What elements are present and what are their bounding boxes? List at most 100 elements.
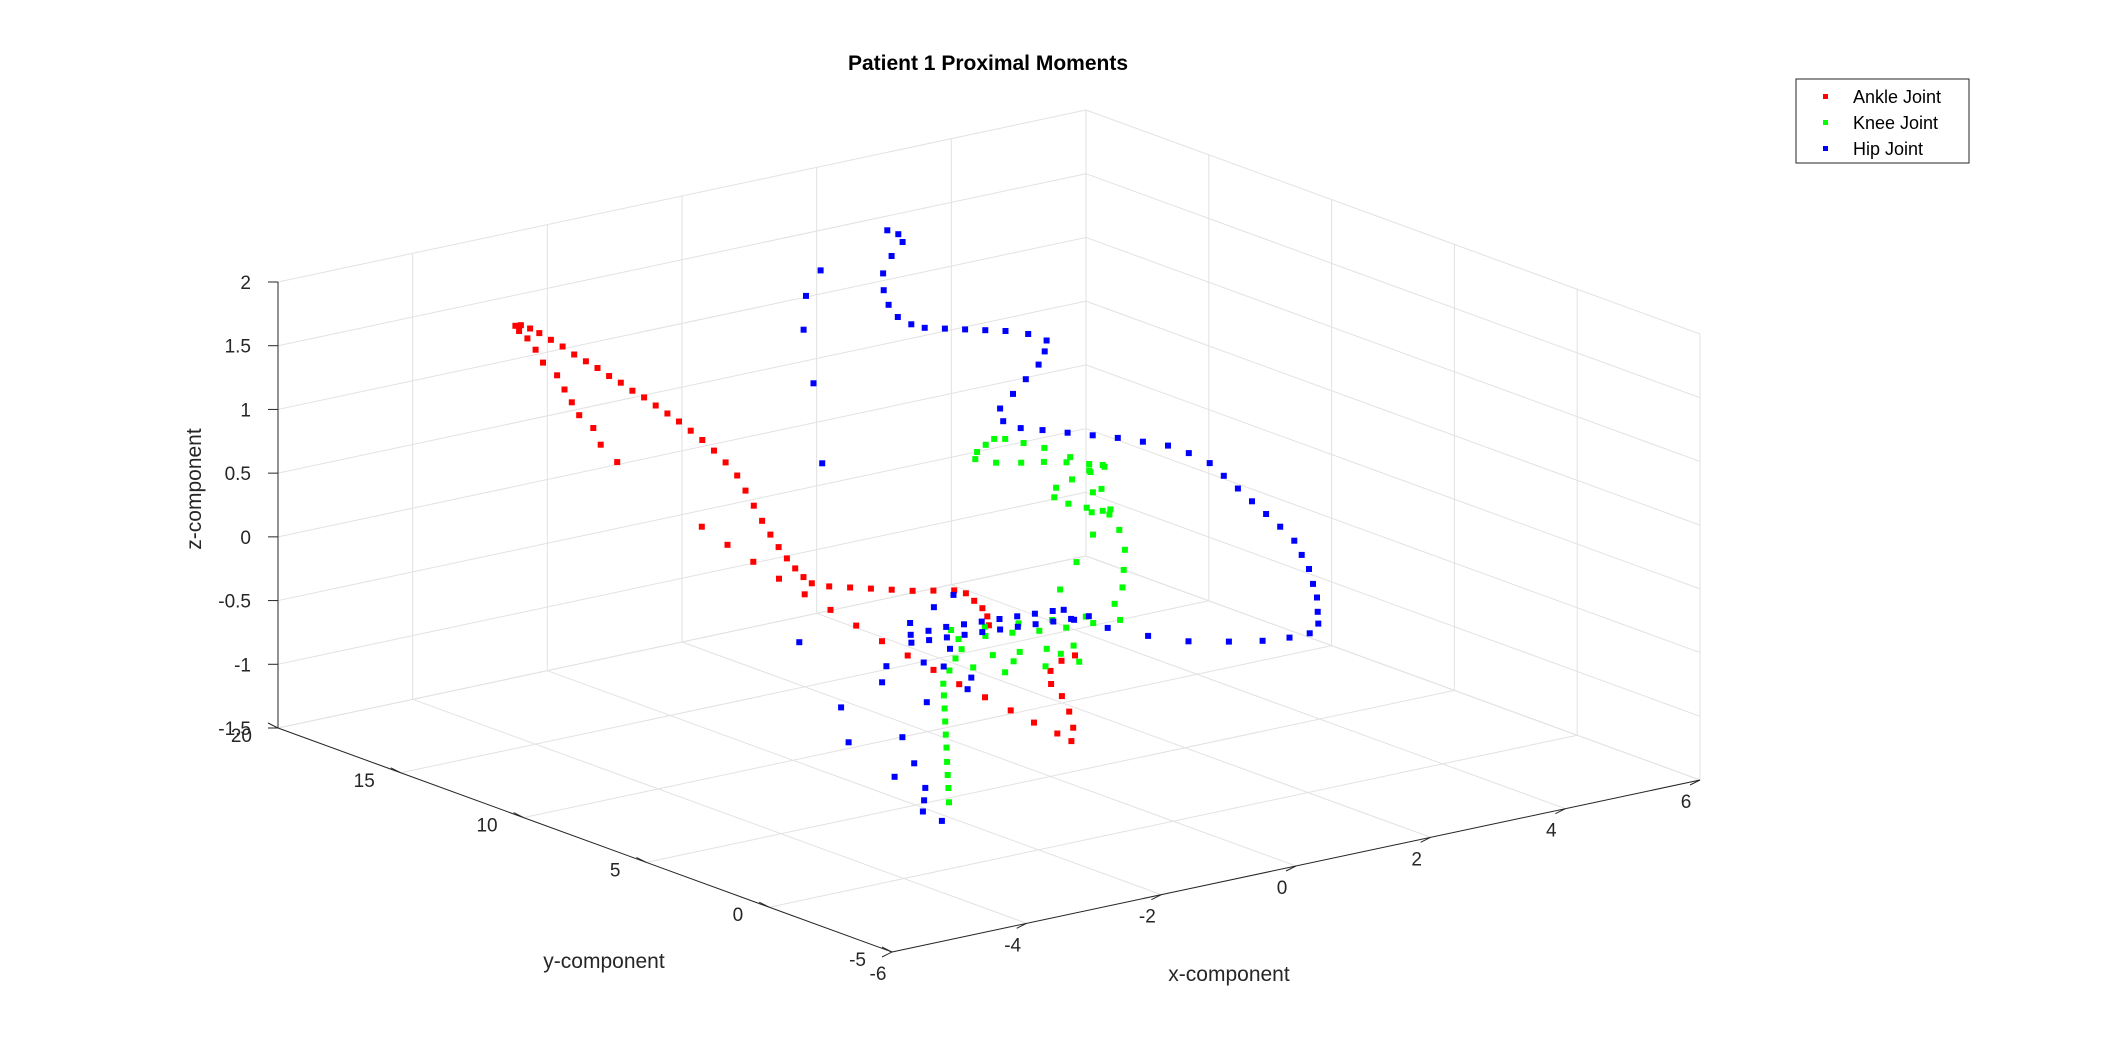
y-tick-mark <box>390 767 402 774</box>
data-point <box>930 587 937 594</box>
data-point <box>1088 509 1095 516</box>
data-point <box>879 679 886 686</box>
data-point <box>1018 459 1025 466</box>
data-point <box>880 287 887 294</box>
legend-entry: Hip Joint <box>1823 139 1923 159</box>
data-point <box>547 336 554 343</box>
grid-line-x-floor <box>412 698 1027 924</box>
data-point <box>1031 719 1037 726</box>
data-point <box>1121 546 1128 553</box>
y-tick-mark <box>758 901 770 908</box>
data-point <box>930 604 937 611</box>
data-point <box>817 267 824 274</box>
data-point <box>908 639 915 646</box>
data-point <box>1043 337 1050 344</box>
data-point <box>956 681 963 688</box>
data-point <box>982 632 989 639</box>
axis-layer: -6 -4 -2 0 2 4 6 -5 0 5 10 15 20-1.5 -1 -0.5 0 0.5 1 1.5 2 <box>218 273 1701 985</box>
grid-line-y-floor <box>523 645 1332 819</box>
data-point <box>908 321 915 328</box>
data-point <box>767 531 774 538</box>
data-point <box>1035 361 1042 368</box>
data-point <box>1065 500 1072 507</box>
data-point <box>941 705 948 712</box>
x-tick-label: -2 <box>1139 907 1156 928</box>
data-point <box>907 631 914 638</box>
data-point <box>742 487 749 494</box>
data-point <box>1076 658 1083 665</box>
data-point <box>1089 432 1096 439</box>
x-tick-label: 0 <box>1277 878 1288 899</box>
data-point <box>1031 610 1038 617</box>
data-point <box>921 797 928 804</box>
grid-line-z-back <box>277 300 1087 474</box>
data-point <box>930 666 937 673</box>
data-point <box>1314 594 1320 601</box>
data-point <box>1107 506 1114 513</box>
data-point <box>944 772 951 778</box>
data-point <box>907 620 914 626</box>
data-point <box>1000 418 1007 425</box>
x-tick-mark <box>1555 808 1566 815</box>
data-point <box>1085 613 1092 620</box>
data-point <box>1119 584 1126 591</box>
data-point <box>997 405 1004 412</box>
legend: Ankle Joint Knee Joint Hip Joint <box>1795 78 1970 164</box>
data-point <box>944 758 951 765</box>
data-point <box>993 459 1000 466</box>
x-tick-label: -6 <box>870 964 887 985</box>
legend-marker <box>1823 94 1828 99</box>
data-point <box>922 784 929 791</box>
data-point <box>982 441 989 448</box>
data-point <box>946 667 953 674</box>
y-tick-label: 0 <box>733 905 744 926</box>
series-knee-joint <box>940 435 1128 806</box>
legend-label: Hip Joint <box>1853 139 1923 159</box>
data-point <box>1099 507 1106 514</box>
data-point <box>1090 620 1097 627</box>
data-point <box>796 639 803 646</box>
data-point <box>532 346 539 353</box>
data-point <box>989 652 996 659</box>
grid-line-z-side <box>1085 236 1701 462</box>
data-point <box>979 629 986 636</box>
data-point <box>1098 485 1105 492</box>
data-point <box>1249 498 1255 505</box>
data-point <box>606 373 613 379</box>
x-tick-mark <box>881 951 893 958</box>
points-layer <box>512 227 1322 824</box>
data-point <box>517 322 524 329</box>
data-point <box>1072 652 1078 659</box>
grid-line-z-side <box>1085 491 1701 717</box>
grid-line-z-side <box>1085 428 1701 654</box>
legend-label: Ankle Joint <box>1853 87 1941 107</box>
data-point <box>1310 580 1316 587</box>
data-point <box>1070 724 1077 731</box>
data-point <box>978 618 985 625</box>
data-point <box>1111 600 1118 607</box>
data-point <box>961 631 968 638</box>
data-point <box>982 694 988 701</box>
data-point <box>972 456 979 463</box>
data-point <box>1086 461 1093 467</box>
y-tick-label: 10 <box>476 816 497 837</box>
data-point <box>909 587 916 594</box>
data-point <box>1315 620 1322 627</box>
data-point <box>895 231 902 238</box>
data-point <box>985 622 992 629</box>
z-axis-title: z-component <box>183 428 206 550</box>
y-tick-mark <box>636 856 647 863</box>
data-point <box>1002 328 1009 334</box>
data-point <box>904 652 911 659</box>
data-point <box>1277 523 1284 530</box>
grid-line-z-back <box>277 491 1087 665</box>
data-point <box>1206 460 1213 467</box>
data-point <box>819 460 826 467</box>
data-point <box>899 734 906 741</box>
y-tick-mark <box>881 946 893 953</box>
data-point <box>1040 458 1047 465</box>
grid-line-z-side <box>1085 173 1701 399</box>
data-point <box>1071 616 1078 623</box>
data-point <box>568 399 575 406</box>
